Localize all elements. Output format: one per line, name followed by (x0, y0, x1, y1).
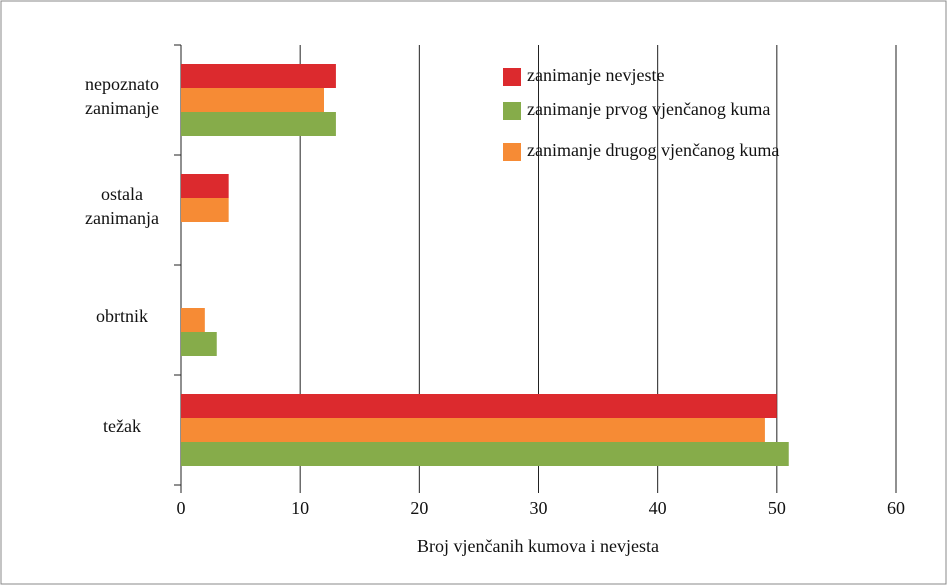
x-tick-label: 20 (410, 498, 428, 518)
x-tick-label: 0 (177, 498, 186, 518)
legend-label: zanimanje drugog vjenčanog kuma (527, 140, 779, 160)
bar (181, 394, 777, 418)
y-tick-label: težak (103, 416, 141, 436)
x-axis-title: Broj vjenčanih kumova i nevjesta (417, 536, 659, 556)
y-tick-label: ostala zanimanja (85, 184, 159, 228)
bar (181, 308, 205, 332)
bar (181, 198, 229, 222)
legend-swatch (503, 102, 521, 120)
bar (181, 64, 336, 88)
bar (181, 88, 324, 112)
x-tick-label: 60 (887, 498, 905, 518)
bar (181, 418, 765, 442)
bar (181, 442, 789, 466)
legend-swatch (503, 143, 521, 161)
legend-label: zanimanje prvog vjenčanog kuma (527, 99, 770, 119)
y-tick-label: nepoznato zanimanje (85, 74, 159, 118)
bar (181, 112, 336, 136)
x-tick-label: 30 (530, 498, 548, 518)
y-tick-label: obrtnik (96, 306, 148, 326)
x-tick-label: 40 (649, 498, 667, 518)
x-tick-label: 50 (768, 498, 786, 518)
legend-swatch (503, 68, 521, 86)
legend-label: zanimanje nevjeste (527, 65, 664, 85)
bar (181, 174, 229, 198)
x-tick-label: 10 (291, 498, 309, 518)
bar (181, 332, 217, 356)
